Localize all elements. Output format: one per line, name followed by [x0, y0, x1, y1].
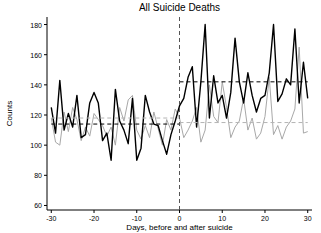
y-tick-label: 60: [34, 202, 42, 209]
y-label: Counts: [5, 101, 14, 126]
x-tick: [94, 210, 95, 213]
y-tick: [44, 84, 47, 85]
y-tick: [44, 175, 47, 176]
x-tick-label: 30: [304, 215, 312, 222]
plot-area: [51, 17, 307, 210]
x-tick-label: 0: [178, 215, 182, 222]
y-axis: [47, 17, 48, 210]
x-tick: [307, 210, 308, 213]
x-tick-label: 20: [261, 215, 269, 222]
x-tick: [222, 210, 223, 213]
y-tick: [44, 145, 47, 146]
chart: All Suicide Deaths Days, before and after…: [0, 0, 321, 233]
y-tick-label: 160: [30, 52, 42, 59]
x-tick-label: -30: [46, 215, 56, 222]
y-tick-label: 120: [30, 112, 42, 119]
y-tick-label: 80: [34, 172, 42, 179]
x-tick: [51, 210, 52, 213]
mean-line: [51, 118, 179, 119]
title: All Suicide Deaths: [139, 2, 220, 13]
mean-line: [180, 122, 308, 123]
mean-line: [51, 124, 179, 125]
y-tick: [44, 205, 47, 206]
y-tick: [44, 115, 47, 116]
y-tick: [44, 24, 47, 25]
x-tick-label: 10: [218, 215, 226, 222]
x-tick: [136, 210, 137, 213]
x-tick-label: -20: [89, 215, 99, 222]
x-tick: [264, 210, 265, 213]
mean-line: [180, 81, 308, 82]
event-line: [179, 17, 180, 210]
y-tick: [44, 54, 47, 55]
x-tick: [179, 210, 180, 213]
x-tick-label: -10: [132, 215, 142, 222]
y-tick-label: 180: [30, 22, 42, 29]
y-tick-label: 140: [30, 82, 42, 89]
x-label: Days, before and after suicide: [126, 223, 233, 232]
y-tick-label: 100: [30, 142, 42, 149]
